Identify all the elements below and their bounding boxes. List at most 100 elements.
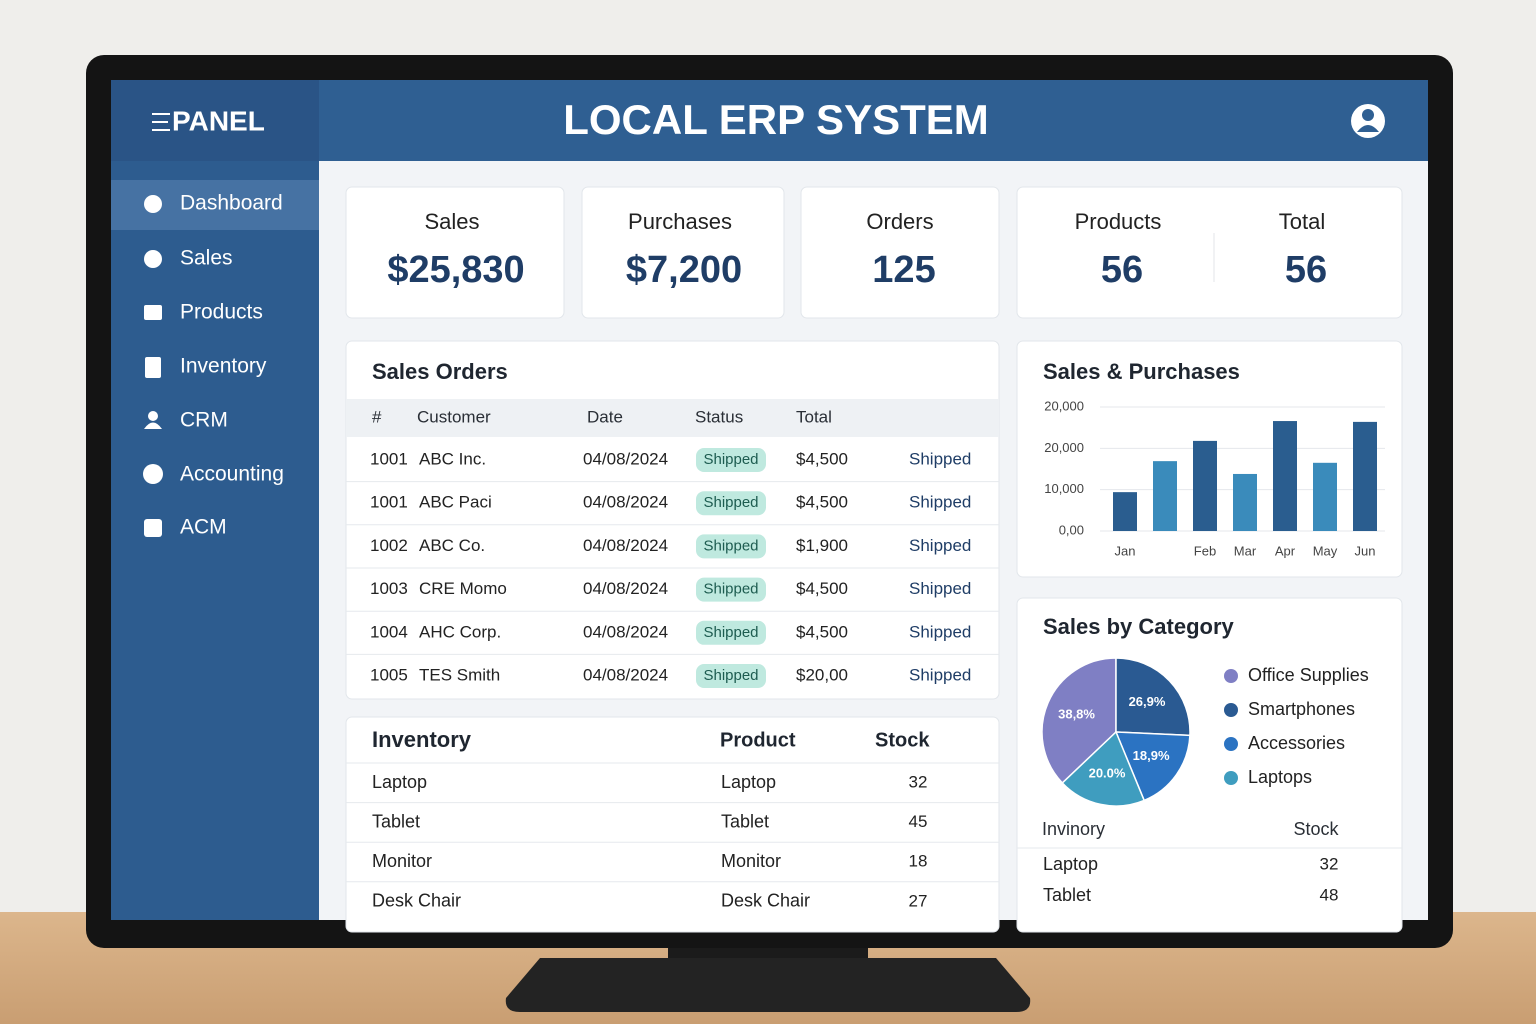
status-text: Shipped (909, 536, 971, 555)
sidebar-icons (143, 195, 163, 537)
bar (1113, 492, 1137, 531)
legend-swatch (1224, 669, 1238, 683)
sidebar (111, 161, 319, 920)
stock: 32 (1320, 854, 1339, 873)
slice-label: 18,9% (1133, 748, 1170, 763)
legend-swatch (1224, 771, 1238, 785)
menu-icon (152, 113, 170, 131)
stock: 48 (1320, 885, 1339, 904)
status-badge (696, 534, 766, 559)
kpi-label: Sales (424, 209, 479, 234)
status-badge (696, 491, 766, 516)
date: 04/08/2024 (583, 536, 668, 555)
column-header: Stock (875, 729, 930, 751)
legend-label: Smartphones (1248, 699, 1355, 719)
status: Shipped (703, 537, 758, 554)
customer: CRE Momo (419, 579, 507, 598)
nav-item[interactable]: Inventory (180, 355, 267, 378)
y-tick-label: 10,000 (1044, 481, 1084, 496)
kpi-value: $25,830 (387, 249, 524, 291)
status-badge (696, 577, 766, 602)
order-id: 1005 (370, 665, 408, 684)
date: 04/08/2024 (583, 449, 668, 468)
x-tick-label: Mar (1234, 543, 1257, 558)
order-id: 1003 (370, 579, 408, 598)
status: Shipped (703, 667, 758, 684)
bar (1273, 421, 1297, 531)
kpi-value: 125 (872, 249, 935, 291)
status-text: Shipped (909, 579, 971, 598)
column-header: Invinory (1042, 819, 1105, 839)
nav-item[interactable]: Products (180, 301, 263, 324)
y-tick-label: 20,000 (1044, 440, 1084, 455)
card-title: Sales Orders (372, 359, 508, 384)
status-text: Shipped (909, 622, 971, 641)
order-id: 1001 (370, 493, 408, 512)
customer: AHC Corp. (419, 622, 501, 641)
stock: 32 (909, 772, 928, 791)
bar (1233, 473, 1257, 531)
date: 04/08/2024 (583, 493, 668, 512)
total: $4,500 (796, 493, 848, 512)
kpi-value: 56 (1101, 249, 1143, 291)
column-header: Total (796, 407, 832, 426)
x-tick-label: Apr (1275, 543, 1296, 558)
app-title: LOCAL ERP SYSTEM (563, 96, 989, 143)
legend-label: Laptops (1248, 767, 1312, 787)
legend-swatch (1224, 737, 1238, 751)
chart-title: Sales by Category (1043, 614, 1235, 639)
nav-item[interactable]: CRM (180, 409, 228, 432)
pie-slice (1114, 731, 1191, 802)
card-title: Inventory (372, 727, 472, 752)
y-tick-label: 0,00 (1059, 522, 1084, 537)
nav-item[interactable]: Sales (180, 247, 233, 270)
customer: ABC Paci (419, 493, 492, 512)
product: Monitor (721, 851, 781, 871)
logo-area (111, 80, 319, 161)
status-text: Shipped (909, 665, 971, 684)
nav-item[interactable]: Accounting (180, 463, 284, 486)
total: $4,500 (796, 579, 848, 598)
profile-icon[interactable] (1351, 104, 1385, 138)
kpi-label: Orders (866, 209, 933, 234)
status-badge (696, 448, 766, 472)
customer: TES Smith (419, 665, 500, 684)
status: Shipped (703, 451, 758, 468)
date: 04/08/2024 (583, 665, 668, 684)
bar (1193, 440, 1217, 531)
y-tick-label: 20,000 (1044, 398, 1084, 413)
kpi-label: Purchases (628, 209, 732, 234)
item: Laptop (372, 772, 427, 792)
pie-slice (1041, 657, 1117, 785)
product: Laptop (721, 772, 776, 792)
total: $20,00 (796, 665, 848, 684)
item: Tablet (372, 811, 420, 831)
nav-item[interactable]: ACM (180, 516, 227, 539)
nav-item[interactable]: Dashboard (180, 192, 283, 215)
stock: 45 (909, 812, 928, 831)
date: 04/08/2024 (583, 622, 668, 641)
total: $1,900 (796, 536, 848, 555)
slice-label: 20.0% (1089, 765, 1126, 780)
status-text: Shipped (909, 493, 971, 512)
pie-slice (1061, 730, 1146, 807)
product: Tablet (721, 811, 769, 831)
stock: 18 (909, 852, 928, 871)
kpi-value: $7,200 (626, 249, 742, 291)
kpi-label: Total (1279, 209, 1325, 234)
legend-label: Office Supplies (1248, 665, 1369, 685)
x-tick-label: May (1313, 543, 1338, 558)
column-header: Product (720, 729, 796, 751)
legend-swatch (1224, 703, 1238, 717)
slice-label: 38,8% (1058, 707, 1095, 722)
total: $4,500 (796, 622, 848, 641)
item: Monitor (372, 851, 432, 871)
status-badge (696, 664, 766, 688)
dashboard: PANEL LOCAL ERP SYSTEM Dashboard Sales Produ… (172, 96, 1402, 911)
logo: PANEL (172, 105, 265, 136)
product: Desk Chair (721, 891, 810, 911)
column-header: Date (587, 407, 623, 426)
status: Shipped (703, 494, 758, 511)
order-id: 1002 (370, 536, 408, 555)
